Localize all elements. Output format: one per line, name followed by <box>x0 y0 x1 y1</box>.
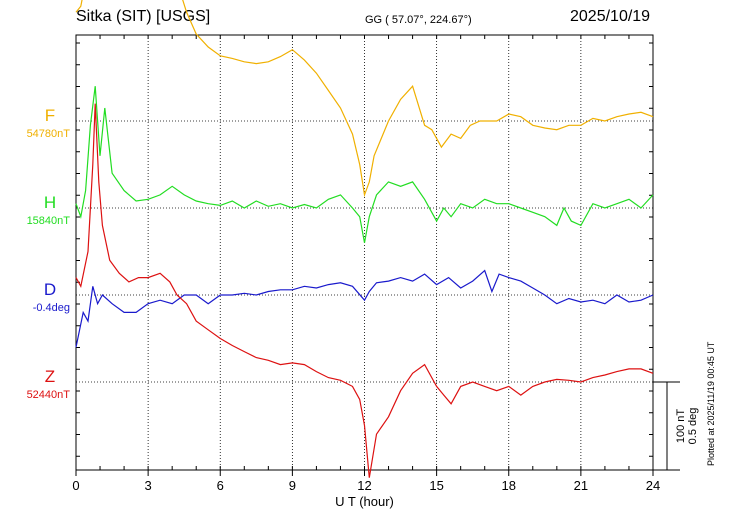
x-tick-label: 9 <box>289 478 296 493</box>
x-tick-label: 3 <box>145 478 152 493</box>
geographic-coordinates: GG ( 57.07°, 224.67°) <box>365 14 472 26</box>
x-tick-label: 15 <box>429 478 443 493</box>
station-title: Sitka (SIT) [USGS] <box>76 8 211 25</box>
x-tick-label: 24 <box>646 478 660 493</box>
series-line-z <box>75 103 654 478</box>
scale-label-nt: 100 nT <box>675 409 687 444</box>
x-tick-label: 12 <box>357 478 371 493</box>
series-name-z: Z <box>45 367 55 386</box>
series-baseline-z: 52440nT <box>27 389 71 401</box>
series-baseline-d: -0.4deg <box>33 302 70 314</box>
series-baseline-h: 15840nT <box>27 215 71 227</box>
series-line-d <box>75 269 654 348</box>
series-name-d: D <box>44 280 56 299</box>
x-tick-label: 18 <box>502 478 516 493</box>
x-axis-label: U T (hour) <box>335 494 394 509</box>
x-tick-label: 0 <box>72 478 79 493</box>
chart-date: 2025/10/19 <box>570 8 651 25</box>
series-baseline-f: 54780nT <box>27 128 71 140</box>
scale-label-deg: 0.5 deg <box>687 408 699 445</box>
series-name-h: H <box>44 193 56 212</box>
series-line-f <box>75 0 654 198</box>
x-tick-label: 6 <box>217 478 224 493</box>
series-line-h <box>75 86 654 243</box>
x-tick-label: 21 <box>574 478 588 493</box>
series-name-f: F <box>45 106 55 125</box>
